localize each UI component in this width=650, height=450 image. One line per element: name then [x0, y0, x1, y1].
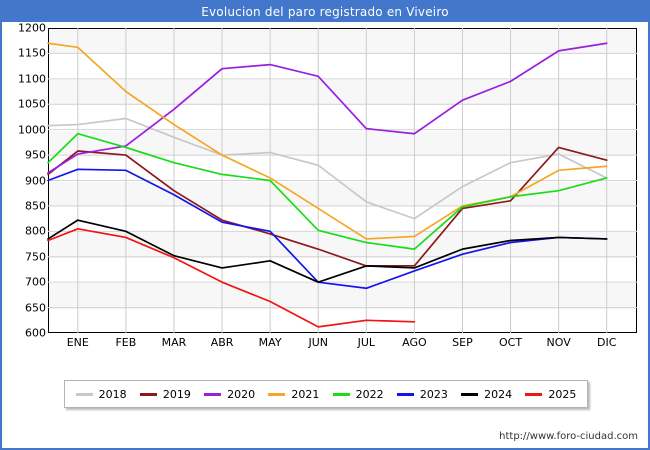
legend-swatch-icon — [332, 392, 350, 396]
x-axis-tick-label: DIC — [597, 336, 617, 349]
y-axis-tick-label: 1100 — [18, 72, 46, 86]
y-axis-tick-label: 600 — [25, 326, 46, 340]
y-axis-labels: 600 650 700 750 800 850 900 950 1000 1050 1100 1150… — [2, 22, 46, 340]
legend-swatch-icon — [396, 392, 414, 396]
x-axis-tick-label: FEB — [115, 336, 137, 349]
y-axis-tick-label: 650 — [25, 301, 46, 315]
y-axis-tick-label: 1200 — [18, 21, 46, 35]
series-line-2019 — [47, 146, 608, 267]
legend-swatch-icon — [525, 392, 543, 396]
x-axis-tick-label: JUL — [357, 336, 376, 349]
y-axis-tick-label: 1000 — [18, 123, 46, 137]
y-axis-tick-label: 800 — [25, 224, 46, 238]
legend-label: 2021 — [291, 387, 320, 401]
source-url: http://www.foro-ciudad.com — [499, 431, 638, 442]
x-axis-tick-label: JUN — [308, 336, 328, 349]
legend-label: 2023 — [419, 387, 448, 401]
grid-band — [49, 79, 636, 106]
chart-legend: 2018 2019 2020 2021 2022 2023 2024 2025 — [64, 380, 588, 408]
x-axis-tick-label: ABR — [210, 336, 234, 349]
y-axis-tick-label: 1150 — [18, 46, 46, 60]
x-axis-labels: ENE FEB MAR ABR MAY JUN JUL AGO SEP OCT NOV DIC — [48, 336, 637, 354]
legend-item-2024[interactable]: 2024 — [461, 388, 512, 401]
series-line-2022 — [47, 132, 608, 250]
x-axis-tick-label: AGO — [402, 336, 427, 349]
x-axis-tick-label: MAR — [161, 336, 187, 349]
y-axis-tick-label: 850 — [25, 199, 46, 213]
x-axis-tick-label: SEP — [452, 336, 473, 349]
x-axis-tick-label: OCT — [499, 336, 523, 349]
legend-label: 2025 — [548, 387, 577, 401]
legend-item-2023[interactable]: 2023 — [396, 387, 448, 401]
grid-band — [49, 29, 636, 55]
legend-label: 2024 — [484, 387, 513, 401]
y-axis-tick-label: 950 — [25, 148, 46, 162]
grid-band — [49, 181, 636, 207]
legend-swatch-icon — [461, 392, 479, 396]
y-axis-tick-label: 900 — [25, 174, 46, 187]
x-axis-tick-label: NOV — [546, 336, 571, 349]
series-line-2024 — [47, 219, 608, 284]
series-line-2020 — [47, 42, 608, 174]
legend-item-2025[interactable]: 2025 — [525, 388, 576, 401]
legend-item-2018[interactable]: 2018 — [75, 387, 127, 401]
legend-swatch-icon — [75, 392, 93, 396]
legend-item-2022[interactable]: 2022 — [332, 387, 384, 401]
x-axis-tick-label: MAY — [258, 336, 282, 349]
legend-label: 2022 — [355, 387, 384, 401]
y-axis-tick-label: 700 — [25, 275, 46, 289]
legend-swatch-icon — [139, 392, 157, 396]
legend-label: 2019 — [162, 387, 191, 401]
x-axis-tick-label: ENE — [66, 336, 89, 349]
series-line-2018 — [47, 117, 608, 220]
chart-lines — [47, 28, 637, 333]
plot-area — [47, 28, 637, 333]
series-line-2025 — [47, 227, 416, 328]
grid-band — [49, 130, 636, 157]
y-axis-tick-label: 750 — [25, 250, 46, 264]
page-title: Evolucion del paro registrado en Viveiro — [201, 5, 449, 19]
legend-item-2020[interactable]: 2020 — [204, 388, 255, 401]
grid-band — [49, 283, 636, 309]
legend-swatch-icon — [204, 392, 222, 396]
y-axis-tick-label: 1050 — [18, 97, 46, 111]
legend-item-2021[interactable]: 2021 — [268, 388, 319, 401]
legend-swatch-icon — [268, 392, 286, 396]
legend-label: 2020 — [227, 387, 256, 401]
window-title-bar: Evolucion del paro registrado en Viveiro — [2, 2, 648, 22]
legend-item-2019[interactable]: 2019 — [139, 387, 191, 401]
legend-label: 2018 — [98, 387, 127, 401]
